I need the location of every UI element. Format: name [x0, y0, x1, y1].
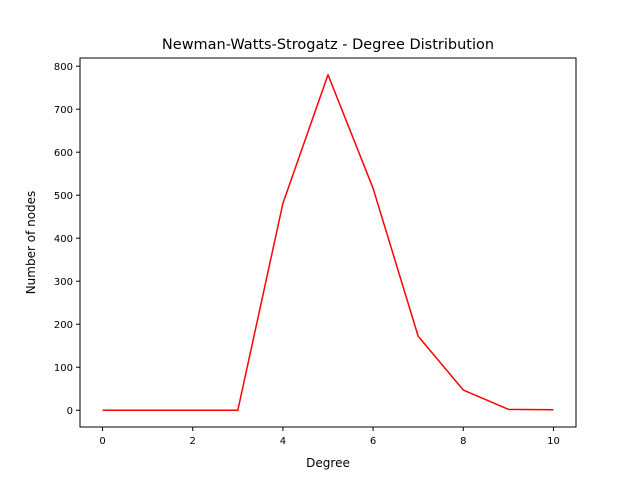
y-tick-label: 500: [54, 191, 73, 202]
axes-frame: [79, 57, 577, 428]
x-tick-label: 0: [99, 436, 105, 447]
y-tick-label: 800: [54, 62, 73, 73]
x-tick-label: 4: [280, 436, 286, 447]
x-tick-label: 8: [460, 436, 466, 447]
x-tick-label: 10: [547, 436, 560, 447]
x-tick-label: 6: [370, 436, 376, 447]
x-tick-label: 2: [190, 436, 196, 447]
degree-series-line: [102, 74, 554, 411]
y-tick-label: 200: [54, 320, 73, 331]
y-axis-label: Number of nodes: [24, 191, 38, 295]
x-axis-label: Degree: [306, 456, 350, 470]
y-tick-label: 400: [54, 234, 73, 245]
x-axis: 0 2 4 6 8 10: [99, 427, 560, 447]
y-tick-label: 300: [54, 277, 73, 288]
y-tick-label: 0: [67, 406, 73, 417]
y-tick-label: 700: [54, 105, 73, 116]
y-tick-label: 100: [54, 363, 73, 374]
y-tick-label: 600: [54, 148, 73, 159]
y-axis: 0 100 200 300 400 500 600 700 800: [54, 62, 80, 417]
plot-area: [102, 74, 554, 411]
chart-title: Newman-Watts-Strogatz - Degree Distribut…: [162, 37, 494, 53]
